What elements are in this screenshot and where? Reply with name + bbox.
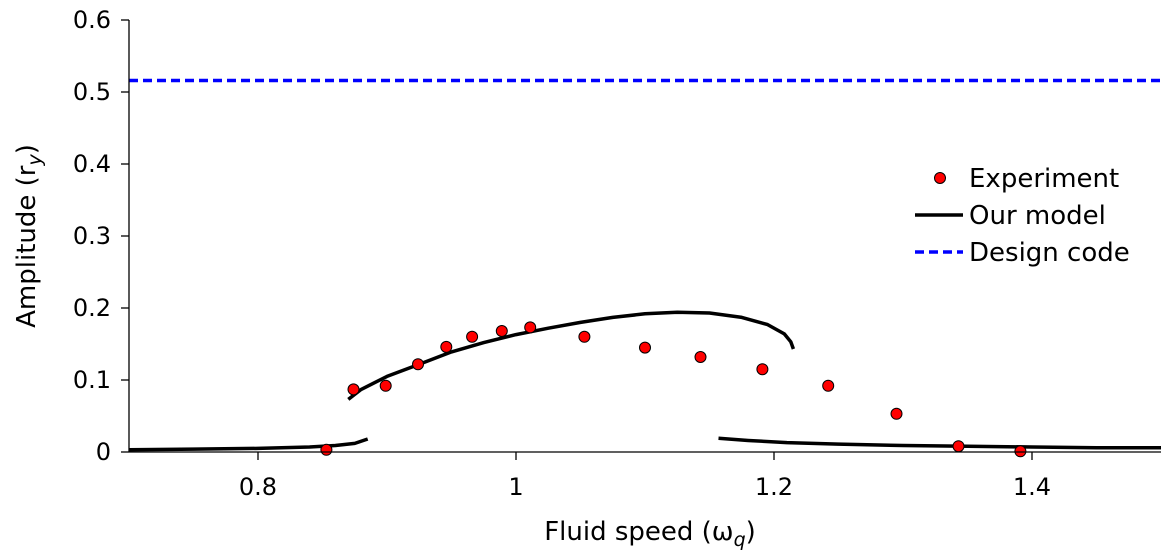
x-tick-label: 1 (508, 473, 523, 501)
experiment-point (639, 341, 651, 354)
experiment-point (320, 443, 333, 456)
legend-experiment-marker (934, 172, 946, 184)
experiment-point (756, 363, 769, 376)
our-model-line (347, 310, 796, 401)
legend-design-code-label: Design code (969, 238, 1130, 268)
experiment-point (495, 325, 508, 337)
experiment-point (1014, 445, 1027, 458)
x-tick-label: 0.8 (239, 473, 277, 501)
experiment-point (524, 321, 537, 334)
legend-experiment-label: Experiment (969, 164, 1119, 194)
experiment-point (890, 407, 903, 420)
x-tick-label: 1.4 (1013, 473, 1051, 501)
y-tick-label: 0.5 (73, 78, 111, 106)
legend-our-model-label: Our model (969, 201, 1106, 231)
experiment-point (952, 440, 965, 453)
legend: Experiment Our model Design code (915, 164, 1130, 268)
experiment-point (466, 330, 479, 343)
y-tick-label: 0.1 (73, 366, 111, 394)
y-tick-label: 0.6 (73, 6, 111, 34)
y-tick-label: 0.2 (73, 294, 111, 322)
x-tick-label: 1.2 (755, 473, 793, 501)
experiment-point (440, 340, 453, 353)
experiment-point (379, 379, 392, 392)
plot-area (129, 78, 1161, 458)
experiment-point (412, 358, 424, 371)
x-axis-title: Fluid speed (ωq) (544, 517, 756, 551)
our-model-line (718, 436, 1161, 450)
experiment-point (578, 330, 591, 343)
experiment-point (822, 379, 835, 392)
y-tick-label: 0 (96, 438, 111, 466)
y-axis-title: Amplitude (ry) (12, 144, 46, 328)
experiment-point (694, 351, 707, 363)
experiment-point (347, 383, 360, 396)
axes: 0 0.1 0.2 0.3 0.4 0.5 0.6 0.8 1 1.2 1.4 (73, 6, 1161, 501)
y-tick-label: 0.4 (73, 150, 111, 178)
our-model-line (129, 437, 369, 452)
y-tick-label: 0.3 (73, 222, 111, 250)
